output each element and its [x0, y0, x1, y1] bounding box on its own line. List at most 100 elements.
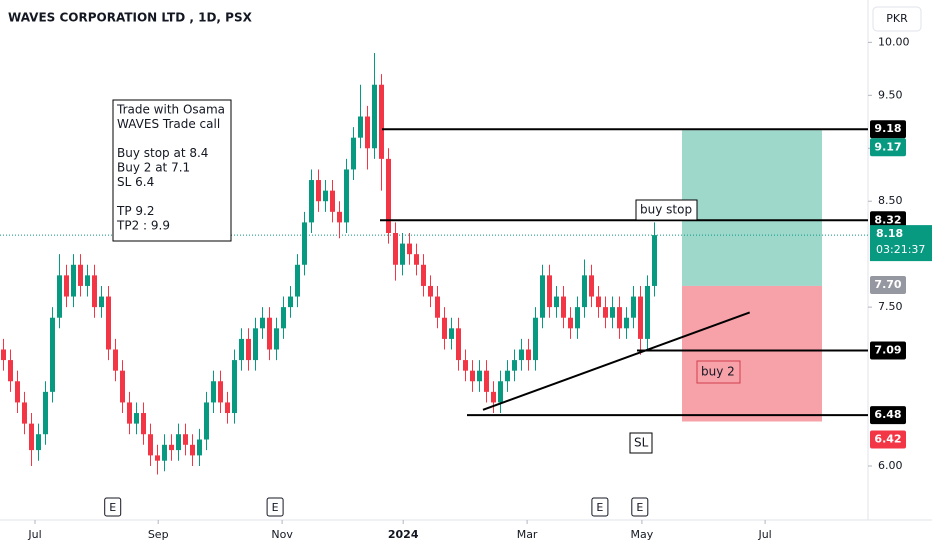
- label-box: [629, 432, 653, 454]
- candle-body: [435, 296, 440, 318]
- price-badge-label: 9.17: [874, 140, 901, 153]
- candle-body: [575, 307, 580, 329]
- y-tick-label: 9.50: [878, 88, 903, 101]
- candle-body: [92, 275, 97, 308]
- candle-body: [484, 370, 489, 392]
- note-line: SL 6.4: [117, 175, 154, 189]
- earnings-label: E: [636, 501, 643, 514]
- price-badge: [870, 406, 906, 425]
- candle-body: [120, 370, 125, 403]
- label-box: [635, 199, 698, 221]
- price-badge-label: 6.48: [874, 408, 901, 421]
- candle-body: [365, 116, 370, 149]
- candle-body: [519, 349, 524, 361]
- candle-body: [36, 434, 41, 451]
- price-badge-label: 8.32: [874, 213, 901, 226]
- x-tick-label: May: [631, 528, 654, 541]
- currency-box[interactable]: [872, 6, 922, 32]
- earnings-label: E: [272, 501, 279, 514]
- candle-body: [295, 264, 300, 297]
- candle-body: [330, 190, 335, 212]
- price-badge: [870, 138, 906, 157]
- candle-body: [421, 264, 426, 286]
- candle-body: [127, 402, 132, 424]
- candle-body: [57, 275, 62, 318]
- x-tick-label: 2024: [388, 528, 419, 541]
- y-tick-label: 8.50: [878, 194, 903, 207]
- candle-body: [78, 264, 83, 286]
- note-line: Trade with Osama: [116, 103, 225, 117]
- candle-body: [512, 360, 517, 371]
- y-tick-label: 7.50: [878, 300, 903, 313]
- candle-body: [638, 296, 643, 339]
- candle-body: [596, 296, 601, 308]
- candle-body: [267, 317, 272, 350]
- candle-body: [379, 84, 384, 159]
- candle-body: [218, 381, 223, 403]
- price-badge-label: 6.42: [874, 433, 901, 446]
- candle-body: [351, 137, 356, 170]
- candle-body: [239, 338, 244, 361]
- candle-body: [631, 296, 636, 318]
- candle-body: [15, 381, 20, 403]
- earnings-label: E: [109, 501, 116, 514]
- note-line: Buy 2 at 7.1: [117, 161, 190, 175]
- candle-body: [477, 370, 482, 382]
- candle-body: [344, 169, 349, 223]
- candle-body: [176, 434, 181, 451]
- candle-body: [281, 307, 286, 329]
- candle-body: [225, 402, 230, 414]
- candle-body: [106, 296, 111, 350]
- candle-body: [288, 296, 293, 308]
- earnings-label: E: [596, 501, 603, 514]
- candle-body: [540, 275, 545, 318]
- candle-body: [470, 370, 475, 382]
- candle-body: [253, 328, 258, 361]
- candle-body: [617, 307, 622, 329]
- candle-body: [547, 275, 552, 308]
- candle-body: [71, 264, 76, 297]
- candle-body: [533, 317, 538, 361]
- profit-zone: [682, 130, 822, 286]
- price-badge: [870, 341, 906, 360]
- candle-body: [204, 402, 209, 440]
- candle-body: [260, 317, 265, 329]
- note-line: TP 9.2: [116, 204, 154, 218]
- note-box: [112, 99, 232, 242]
- candle-body: [85, 275, 90, 286]
- candle-body: [568, 317, 573, 329]
- price-badge: [870, 211, 906, 230]
- x-tick-label: Jul: [757, 528, 771, 541]
- price-badge: [870, 430, 906, 449]
- candle-body: [113, 349, 118, 371]
- label-text: buy 2: [701, 365, 735, 379]
- candle-body: [491, 391, 496, 403]
- candle-body: [393, 232, 398, 265]
- y-tick-label: 6.00: [878, 459, 903, 472]
- candle-body: [197, 439, 202, 456]
- candle-body: [232, 360, 237, 414]
- price-badge-label: 7.09: [874, 344, 901, 357]
- candle-body: [323, 190, 328, 202]
- countdown: 03:21:37: [876, 243, 925, 256]
- candle-body: [50, 317, 55, 392]
- price-badge-label: 7.70: [874, 278, 901, 291]
- y-tick-label: 10.00: [878, 35, 910, 48]
- candle-body: [372, 84, 377, 149]
- earnings-marker: [631, 497, 649, 517]
- candle-body: [610, 307, 615, 318]
- candle-body: [246, 338, 251, 361]
- candle-body: [449, 328, 454, 339]
- candle-body: [428, 285, 433, 297]
- earnings-marker: [591, 497, 609, 517]
- candle-body: [442, 317, 447, 339]
- price-badge: [870, 275, 906, 294]
- trend-line: [482, 311, 751, 411]
- last-price-label: 8.18: [876, 227, 903, 240]
- candle-body: [400, 243, 405, 265]
- candle-body: [582, 275, 587, 308]
- x-tick-label: Jul: [27, 528, 41, 541]
- loss-zone: [682, 285, 822, 422]
- candle-body: [463, 360, 468, 371]
